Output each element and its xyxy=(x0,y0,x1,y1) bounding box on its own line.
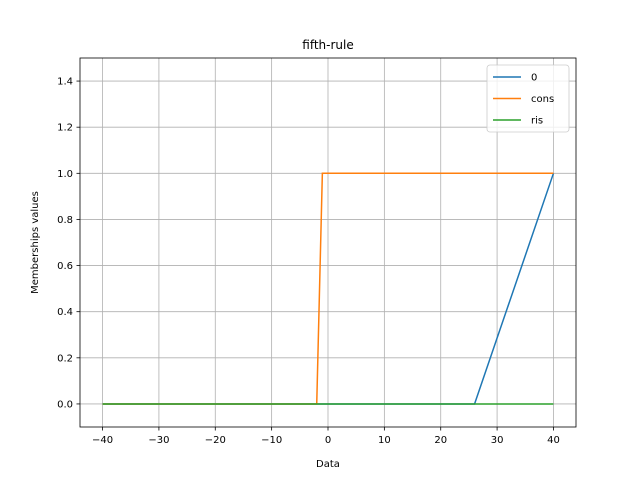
y-tick-label: 0.0 xyxy=(57,399,73,410)
legend-entry-label: 0 xyxy=(531,73,537,84)
legend-entry-label: cons xyxy=(531,94,554,105)
legend-entry-label: ris xyxy=(531,116,543,127)
y-tick-label: 0.8 xyxy=(57,215,73,226)
x-tick-label: 0 xyxy=(325,435,331,446)
y-tick-label: 0.2 xyxy=(57,353,73,364)
x-tick-label: 10 xyxy=(378,435,391,446)
x-tick-label: −10 xyxy=(261,435,282,446)
x-tick-label: −40 xyxy=(92,435,113,446)
chart-title: fifth-rule xyxy=(302,38,353,52)
legend: 0 cons ris xyxy=(486,64,570,133)
y-tick-label: 0.4 xyxy=(57,307,73,318)
y-tick-label: 1.4 xyxy=(57,77,73,88)
y-tick-label: 1.2 xyxy=(57,123,73,134)
x-tick-label: 20 xyxy=(434,435,447,446)
x-tick-label: −30 xyxy=(148,435,169,446)
axis-ticks: −40 −30 −20 −10 0 10 20 30 40 0.0 0.2 0.4 0.6 0.8 1.0 1… xyxy=(57,77,560,446)
y-tick-label: 1.0 xyxy=(57,169,73,180)
y-axis-label: Memberships values xyxy=(30,191,41,294)
x-tick-label: 40 xyxy=(547,435,560,446)
series-lines xyxy=(102,172,555,405)
x-axis-label: Data xyxy=(316,459,340,470)
y-tick-label: 0.6 xyxy=(57,261,73,272)
x-tick-label: 30 xyxy=(491,435,504,446)
legend-box xyxy=(486,64,570,133)
x-tick-label: −20 xyxy=(205,435,226,446)
